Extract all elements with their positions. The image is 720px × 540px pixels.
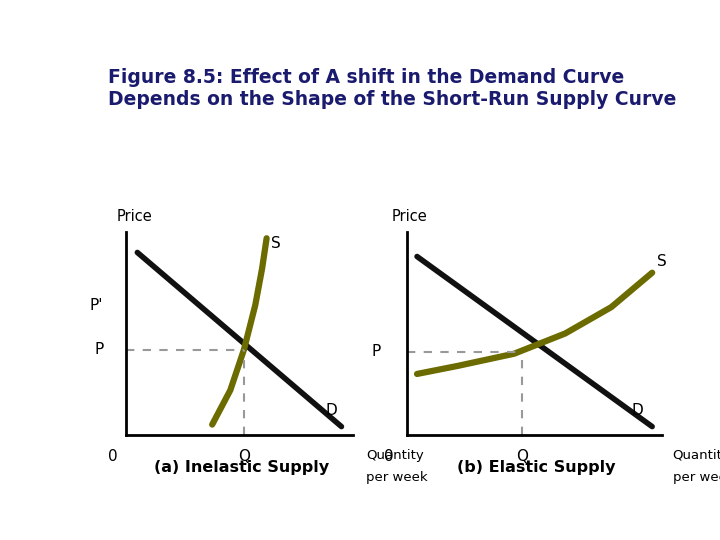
Text: P: P: [372, 344, 382, 359]
Text: D: D: [631, 403, 644, 418]
Text: P: P: [94, 342, 104, 357]
Text: Quantity: Quantity: [672, 449, 720, 462]
Text: per week: per week: [672, 471, 720, 484]
Text: S: S: [271, 237, 281, 251]
Text: Price: Price: [392, 209, 427, 224]
Text: 0: 0: [107, 449, 117, 464]
Text: Price: Price: [117, 209, 153, 224]
Text: Q: Q: [238, 449, 250, 464]
Text: D: D: [325, 403, 338, 418]
Text: per week: per week: [366, 471, 428, 484]
Text: Figure 8.5: Effect of A shift in the Demand Curve
Depends on the Shape of the Sh: Figure 8.5: Effect of A shift in the Dem…: [108, 68, 676, 109]
Text: 37: 37: [11, 498, 44, 522]
Text: (a) Inelastic Supply: (a) Inelastic Supply: [153, 460, 329, 475]
Text: S: S: [657, 254, 667, 269]
Text: Q: Q: [516, 449, 528, 464]
Text: Quantity: Quantity: [366, 449, 424, 462]
Text: (b) Elastic Supply: (b) Elastic Supply: [457, 460, 616, 475]
Text: 0: 0: [384, 449, 394, 464]
Text: P': P': [90, 298, 104, 313]
